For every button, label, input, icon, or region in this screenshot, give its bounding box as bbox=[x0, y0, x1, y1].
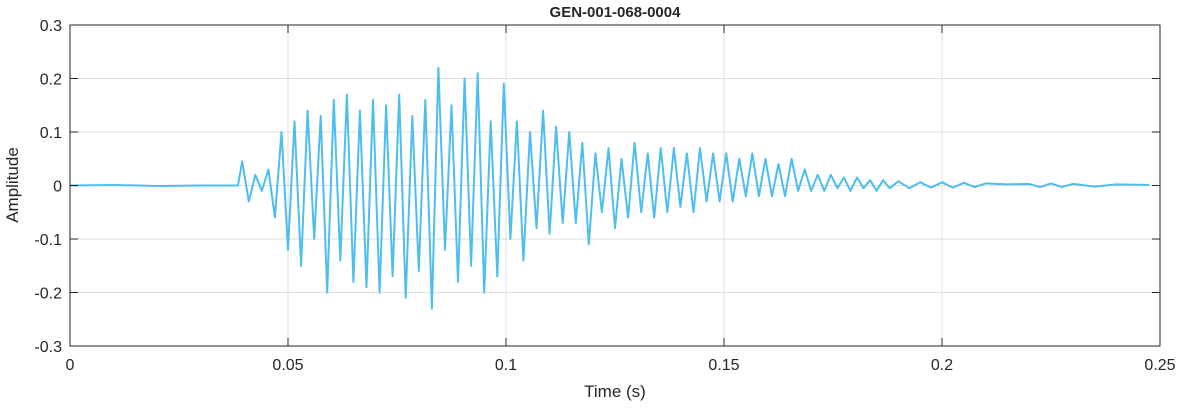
series-layer bbox=[69, 66, 1150, 310]
x-axis-label: Time (s) bbox=[584, 382, 646, 401]
tick-marks bbox=[69, 24, 1161, 347]
y-tick-labels: -0.3 -0.2 -0.1 0 0.1 0.2 0.3 bbox=[34, 18, 62, 356]
x-tick-label: 0.05 bbox=[272, 357, 303, 374]
y-tick-label: -0.1 bbox=[34, 232, 62, 249]
x-tick-labels: 0 0.05 0.1 0.15 0.2 0.25 bbox=[66, 357, 1176, 374]
y-tick-label: 0 bbox=[53, 179, 62, 196]
x-tick-label: 0.15 bbox=[708, 357, 739, 374]
y-tick-label: 0.1 bbox=[40, 125, 62, 142]
y-tick-label: -0.2 bbox=[34, 286, 62, 303]
x-tick-label: 0.1 bbox=[495, 357, 517, 374]
y-tick-label: 0.3 bbox=[40, 18, 62, 35]
x-tick-label: 0.2 bbox=[931, 357, 953, 374]
x-tick-label: 0 bbox=[66, 357, 75, 374]
chart-title: GEN-001-068-0004 bbox=[550, 4, 682, 21]
waveform-line bbox=[69, 66, 1150, 310]
y-axis-label: Amplitude bbox=[3, 147, 22, 223]
y-tick-label: 0.2 bbox=[40, 72, 62, 89]
x-tick-label: 0.25 bbox=[1144, 357, 1175, 374]
y-tick-label: -0.3 bbox=[34, 339, 62, 356]
